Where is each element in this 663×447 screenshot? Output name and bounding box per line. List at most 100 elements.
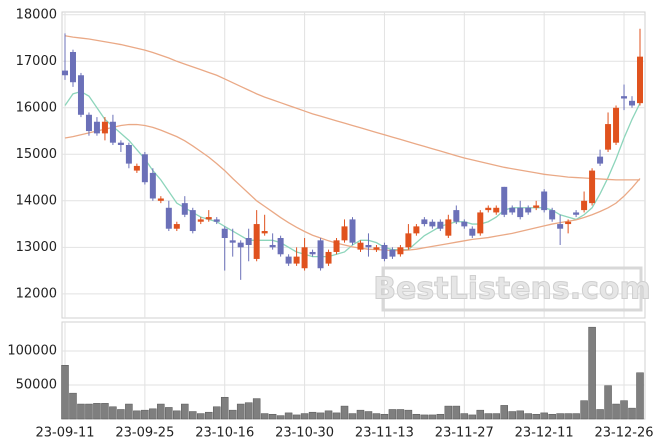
candle-body xyxy=(229,240,236,243)
volume-bar xyxy=(556,413,564,420)
candle-body xyxy=(157,198,164,201)
volume-bar xyxy=(205,411,213,420)
candle-body xyxy=(637,56,643,104)
y-tick-label: 14000 xyxy=(16,193,57,208)
volume-bar xyxy=(420,414,429,420)
candle-body xyxy=(133,165,140,171)
volume-bar xyxy=(524,413,532,420)
volume-bar xyxy=(212,406,221,420)
volume-bar xyxy=(428,414,437,420)
candle-body xyxy=(309,251,316,255)
candle-body xyxy=(389,249,396,257)
candle-body xyxy=(565,221,572,225)
volume-bar xyxy=(396,409,405,420)
candle-body xyxy=(421,219,428,225)
volume-bar xyxy=(348,413,357,420)
volume-bar xyxy=(364,411,373,420)
volume-bar xyxy=(284,412,293,420)
y-tick-label: 16000 xyxy=(16,100,57,115)
candle-body xyxy=(405,233,412,248)
volume-bar xyxy=(332,412,341,420)
candle-body xyxy=(221,228,228,239)
volume-bar xyxy=(268,413,277,420)
candle-body xyxy=(253,224,260,259)
candle-body xyxy=(341,226,348,241)
candle-body xyxy=(501,186,508,215)
volume-bar xyxy=(220,396,229,420)
y-tick-label: 13000 xyxy=(16,240,57,255)
candle-body xyxy=(477,212,484,234)
candle-body xyxy=(453,210,460,222)
volume-bar xyxy=(189,411,197,420)
volume-bar xyxy=(252,398,261,420)
candle-body xyxy=(141,154,148,183)
volume-bar xyxy=(492,413,500,420)
candle-body xyxy=(93,121,100,134)
volume-bar xyxy=(580,400,588,420)
volume-bar xyxy=(628,407,636,420)
candle-body xyxy=(349,219,356,243)
candle-body xyxy=(429,221,436,227)
candle-body xyxy=(85,114,92,132)
candle-body xyxy=(357,242,364,250)
candle-body xyxy=(245,238,252,245)
volume-bar xyxy=(340,405,349,420)
y-tick-label: 18000 xyxy=(16,7,57,22)
candle-body xyxy=(149,172,156,199)
candle-body xyxy=(317,240,324,269)
volume-bar xyxy=(388,409,397,420)
candle-body xyxy=(325,251,332,264)
volume-bar xyxy=(404,409,413,420)
volume-bar xyxy=(476,409,485,420)
x-tick-label: 23-11-13 xyxy=(355,426,414,441)
volume-bar xyxy=(292,414,301,420)
volume-bar xyxy=(572,413,580,420)
volume-bar xyxy=(588,326,596,420)
candle-body xyxy=(101,121,108,134)
volume-bar xyxy=(436,413,445,420)
volume-bar xyxy=(300,413,309,420)
volume-bar xyxy=(468,414,477,420)
volume-bar xyxy=(165,407,173,420)
volume-bar xyxy=(372,413,381,420)
candle-body xyxy=(109,121,116,143)
volume-bar xyxy=(508,411,516,420)
candle-body xyxy=(493,207,500,213)
volume-bar xyxy=(157,403,165,420)
volume-tick-label: 100000 xyxy=(7,343,57,358)
candle-body xyxy=(213,219,220,222)
x-tick-label: 23-11-27 xyxy=(435,426,494,441)
candle-body xyxy=(117,142,124,146)
candle-body xyxy=(605,124,612,150)
volume-bar xyxy=(380,413,389,420)
candle-body xyxy=(165,207,172,229)
volume-bar xyxy=(236,403,245,420)
volume-bar xyxy=(197,413,205,420)
volume-bar xyxy=(324,410,333,420)
candle-body xyxy=(597,156,604,164)
x-tick-label: 23-09-11 xyxy=(35,426,94,441)
y-tick-label: 17000 xyxy=(16,54,57,69)
candle-body xyxy=(269,244,276,248)
candle-body xyxy=(301,247,308,269)
candle-body xyxy=(261,231,268,234)
candle-body xyxy=(373,247,380,250)
marks: 12000 13000 14000 15000 16000 17000 18000 50000… xyxy=(7,7,653,440)
volume-bar xyxy=(516,410,524,420)
candle-body xyxy=(629,100,636,106)
watermark: BestListens.com xyxy=(373,272,651,307)
volume-frame xyxy=(61,321,646,420)
candle-body xyxy=(62,70,68,76)
volume-bar xyxy=(173,410,181,420)
candle-body xyxy=(573,212,580,215)
candle-body xyxy=(613,107,620,143)
candle-body xyxy=(189,210,196,232)
candle-body xyxy=(277,238,284,255)
candle-body xyxy=(333,240,340,252)
y-tick-label: 12000 xyxy=(16,286,57,301)
volume-bar xyxy=(444,405,453,420)
candle-body xyxy=(549,210,556,220)
volume-bar xyxy=(532,413,540,420)
candle-body xyxy=(445,219,452,236)
x-tick-label: 23-12-11 xyxy=(515,426,574,441)
